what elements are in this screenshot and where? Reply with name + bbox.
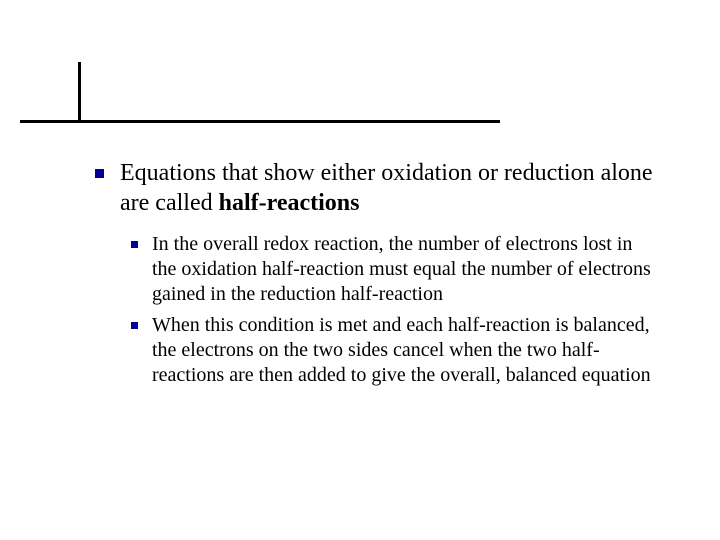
main-text-prefix: Equations that show either oxidation or … — [120, 160, 653, 216]
main-bullet-text: Equations that show either oxidation or … — [120, 158, 655, 218]
square-bullet-icon — [131, 322, 138, 329]
slide: { "layout": { "rule_horizontal": { "left… — [0, 0, 720, 540]
vertical-rule — [78, 62, 81, 122]
sub-bullet-row: When this condition is met and each half… — [131, 313, 655, 388]
sub-bullet-row: In the overall redox reaction, the numbe… — [131, 232, 655, 307]
square-bullet-icon — [95, 169, 104, 178]
sub-bullet-text: In the overall redox reaction, the numbe… — [152, 232, 655, 307]
sub-bullet-text: When this condition is met and each half… — [152, 313, 655, 388]
square-bullet-icon — [131, 241, 138, 248]
horizontal-rule — [20, 120, 500, 123]
main-text-bold: half-reactions — [219, 190, 360, 216]
main-bullet-row: Equations that show either oxidation or … — [95, 158, 655, 218]
content-area: Equations that show either oxidation or … — [95, 158, 655, 388]
sub-bullets: In the overall redox reaction, the numbe… — [131, 232, 655, 388]
